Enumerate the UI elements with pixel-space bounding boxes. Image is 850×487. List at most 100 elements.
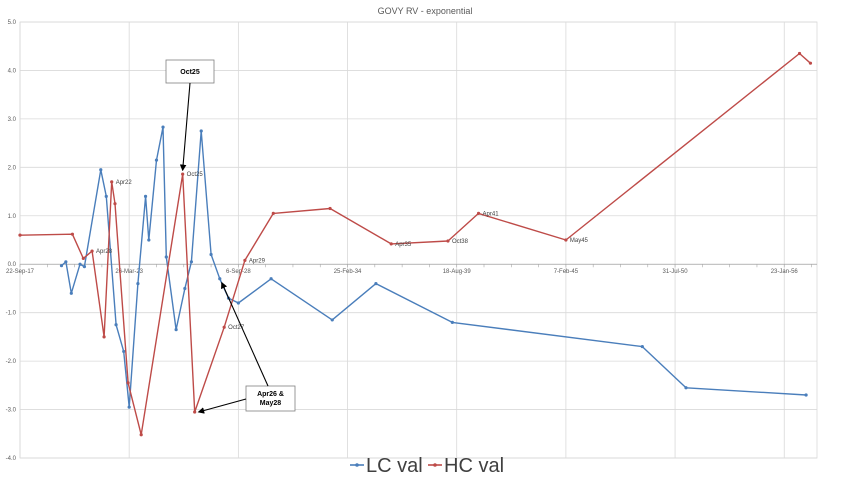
data-point-hc-val <box>113 202 117 206</box>
data-point-hc-val <box>102 335 106 339</box>
data-point-lc-val <box>684 386 688 390</box>
y-tick-label: -3.0 <box>6 408 17 414</box>
series-layer <box>18 51 813 437</box>
data-point-hc-val <box>70 232 75 236</box>
point-label: Oct27 <box>228 325 245 331</box>
point-label: Apr28 <box>96 249 113 255</box>
y-tick-label: -1.0 <box>6 311 17 317</box>
y-tick-label: -4.0 <box>6 456 17 462</box>
data-point-lc-val <box>136 282 140 286</box>
y-tick-label: 5.0 <box>8 20 17 26</box>
data-point-hc-val <box>126 381 130 385</box>
data-point-hc-val <box>181 172 185 176</box>
data-point-lc-val <box>82 265 87 269</box>
data-point-hc-val <box>18 233 22 237</box>
data-point-lc-val <box>114 323 118 327</box>
series-line-lc-val <box>61 126 807 408</box>
point-label: Oct38 <box>452 239 469 245</box>
y-tick-label: 0.0 <box>8 262 17 268</box>
data-point-lc-val <box>209 252 213 257</box>
data-point-lc-val <box>804 393 808 397</box>
data-point-hc-val <box>389 242 393 246</box>
data-point-lc-val <box>122 349 126 354</box>
y-tick-label: 2.0 <box>8 165 17 171</box>
data-point-hc-val <box>564 238 568 242</box>
callout-arrow <box>221 281 269 387</box>
point-labels: Apr22 Apr28 Oct25 Oct27 Apr29 Apr35 Oct38 Apr41… <box>96 172 589 331</box>
data-point-lc-val <box>374 282 378 286</box>
point-label: Apr35 <box>395 242 412 248</box>
legend: LC val HC val <box>350 455 504 477</box>
data-point-lc-val <box>236 301 240 305</box>
data-point-lc-val <box>143 194 148 198</box>
x-tick-label: 18-Aug-39 <box>443 269 472 275</box>
data-point-hc-val <box>271 211 275 215</box>
x-tick-label: 22-Sep-17 <box>6 269 35 275</box>
y-tick-label: 1.0 <box>8 214 17 220</box>
data-point-lc-val <box>99 168 103 172</box>
y-tick-label: -2.0 <box>6 359 17 365</box>
data-point-lc-val <box>330 318 334 322</box>
callout-label: Oct25 <box>180 69 200 76</box>
legend-marker <box>355 463 359 467</box>
data-point-hc-val <box>193 410 197 414</box>
data-point-lc-val <box>154 158 159 162</box>
series-line-hc-val <box>19 52 811 436</box>
data-point-lc-val <box>147 238 151 242</box>
data-point-hc-val <box>797 51 802 56</box>
data-point-lc-val <box>199 129 203 133</box>
legend-label: HC val <box>444 455 504 477</box>
callout-label: Apr26 & <box>257 391 284 398</box>
callout-arrow <box>197 398 247 414</box>
x-tick-label: 6-Sep-28 <box>226 269 251 275</box>
y-tick-label: 3.0 <box>8 117 17 123</box>
data-point-hc-val <box>222 325 226 329</box>
x-tick-label: 31-Jul-50 <box>663 269 689 275</box>
data-point-hc-val <box>81 256 85 261</box>
point-label: Apr41 <box>483 211 500 217</box>
plot-border <box>19 21 818 459</box>
legend-label: LC val <box>366 455 423 477</box>
data-point-lc-val <box>183 286 187 291</box>
data-point-hc-val <box>243 258 247 262</box>
data-point-hc-val <box>446 239 450 243</box>
data-point-lc-val <box>174 328 178 332</box>
x-tick-label: 25-Feb-34 <box>334 269 362 275</box>
data-point-lc-val <box>450 320 454 324</box>
data-point-hc-val <box>139 433 143 437</box>
callout-arrow <box>179 82 191 172</box>
data-point-lc-val <box>218 277 222 281</box>
callout-label: May28 <box>260 400 282 407</box>
data-point-hc-val <box>110 180 114 184</box>
callouts: Oct25 Apr26 & May28 <box>165 59 296 414</box>
data-point-lc-val <box>640 344 644 349</box>
data-point-hc-val <box>90 249 94 253</box>
data-point-hc-val <box>328 206 332 211</box>
data-point-lc-val <box>164 255 168 259</box>
data-point-hc-val <box>808 61 813 65</box>
data-point-hc-val <box>476 211 481 215</box>
data-point-lc-val <box>269 277 273 281</box>
point-label: Apr22 <box>116 180 133 186</box>
grid <box>19 21 818 459</box>
data-point-lc-val <box>127 405 131 409</box>
data-point-lc-val <box>59 264 64 268</box>
data-point-lc-val <box>104 194 108 198</box>
x-tick-label: 23-Jan-56 <box>771 269 799 275</box>
y-tick-label: 4.0 <box>8 68 17 74</box>
data-point-lc-val <box>161 125 165 129</box>
x-tick-label: 26-Mar-23 <box>115 269 143 275</box>
data-point-lc-val <box>189 260 194 264</box>
axes: 5.0 4.0 3.0 2.0 1.0 0.0 -1.0 -2.0 -3.0 -4.0 22-Sep… <box>6 20 817 462</box>
x-tick-label: 7-Feb-45 <box>554 269 579 275</box>
point-label: May45 <box>570 238 589 244</box>
callout-box <box>245 385 296 412</box>
chart-title: GOVY RV - exponential <box>378 6 473 16</box>
data-point-lc-val <box>64 260 68 264</box>
data-point-lc-val <box>69 291 73 295</box>
data-point-lc-val <box>78 262 82 266</box>
point-label: Oct25 <box>187 172 204 178</box>
point-label: Apr29 <box>249 258 266 264</box>
